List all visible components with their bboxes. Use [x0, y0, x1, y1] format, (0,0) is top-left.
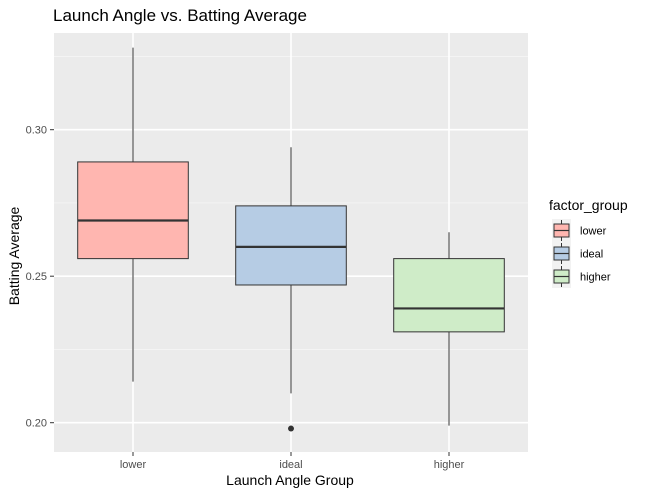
box-iqr: [235, 205, 347, 286]
y-axis: 0.20 0.25 0.30: [26, 125, 54, 430]
y-axis-title: Batting Average: [6, 206, 22, 305]
legend: factor_group lower ideal higher: [549, 197, 628, 288]
outlier-point: [288, 425, 294, 432]
box-ideal: [235, 147, 347, 432]
y-tick-label: 0.25: [26, 271, 47, 283]
x-axis: lower ideal higher: [120, 452, 465, 471]
x-tick-label: higher: [434, 459, 465, 471]
legend-label: lower: [580, 226, 607, 238]
x-tick-label: lower: [120, 459, 147, 471]
box-higher: [393, 232, 505, 426]
y-tick-label: 0.20: [26, 418, 47, 430]
legend-item-higher: higher: [552, 265, 611, 288]
legend-title: factor_group: [549, 197, 628, 213]
legend-label: ideal: [580, 249, 603, 261]
legend-item-ideal: ideal: [552, 242, 603, 265]
y-tick-label: 0.30: [26, 125, 47, 137]
box-iqr: [77, 161, 189, 260]
legend-label: higher: [580, 272, 611, 284]
x-tick-label: ideal: [279, 459, 302, 471]
boxplots: [77, 47, 505, 432]
box-iqr: [393, 258, 505, 333]
legend-item-lower: lower: [552, 219, 607, 242]
box-lower: [77, 47, 189, 382]
chart-title: Launch Angle vs. Batting Average: [53, 6, 307, 25]
x-axis-title: Launch Angle Group: [226, 472, 354, 488]
